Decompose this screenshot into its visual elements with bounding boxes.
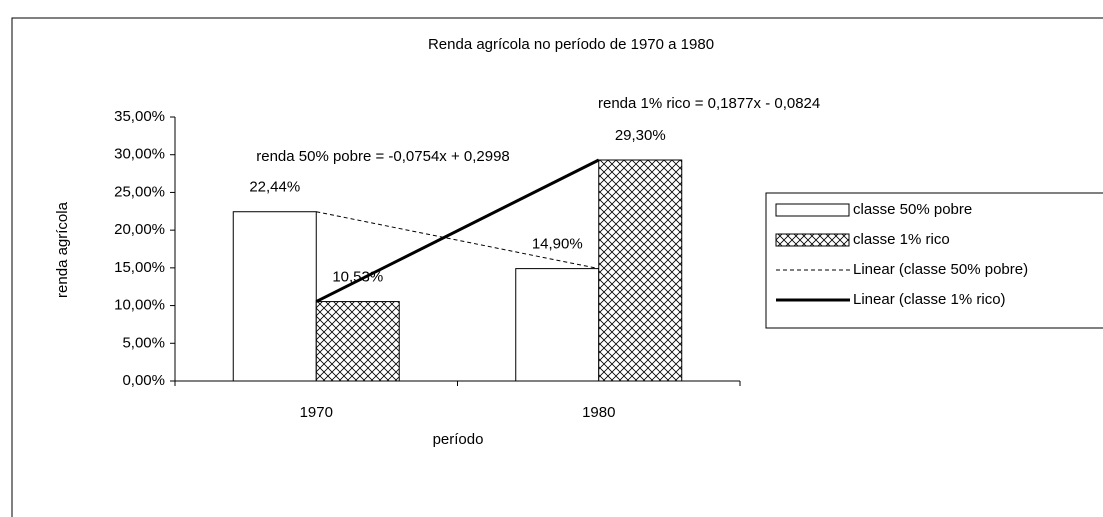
x-tick-label: 1980 (582, 404, 615, 421)
x-tick-label: 1970 (300, 404, 333, 421)
legend-label: classe 50% pobre (853, 201, 972, 218)
y-tick-label: 30,00% (114, 146, 165, 163)
y-tick-label: 20,00% (114, 221, 165, 238)
x-axis-title: período (433, 431, 484, 448)
value-label: 14,90% (532, 236, 583, 253)
chart-title: Renda agrícola no período de 1970 a 1980 (428, 36, 714, 53)
bar (515, 268, 600, 382)
value-label: 29,30% (615, 127, 666, 144)
legend-label: Linear (classe 50% pobre) (853, 261, 1028, 278)
y-tick-label: 5,00% (122, 334, 165, 351)
trendline-equation: renda 50% pobre = -0,0754x + 0,2998 (256, 148, 510, 165)
y-tick-label: 25,00% (114, 183, 165, 200)
bar (232, 211, 317, 382)
trendline (315, 158, 600, 303)
legend-label: classe 1% rico (853, 231, 950, 248)
value-label: 22,44% (249, 179, 300, 196)
y-axis-title: renda agrícola (54, 201, 71, 298)
legend-label: Linear (classe 1% rico) (853, 291, 1006, 308)
y-tick-label: 35,00% (114, 108, 165, 125)
bar (598, 159, 683, 382)
y-tick-label: 0,00% (122, 372, 165, 389)
y-tick-label: 10,00% (114, 297, 165, 314)
trendline (316, 211, 599, 270)
trendline-equation: renda 1% rico = 0,1877x - 0,0824 (598, 95, 820, 112)
bar (315, 301, 400, 382)
y-tick-label: 15,00% (114, 259, 165, 276)
legend-swatch (775, 233, 850, 247)
legend-swatch (775, 203, 850, 217)
